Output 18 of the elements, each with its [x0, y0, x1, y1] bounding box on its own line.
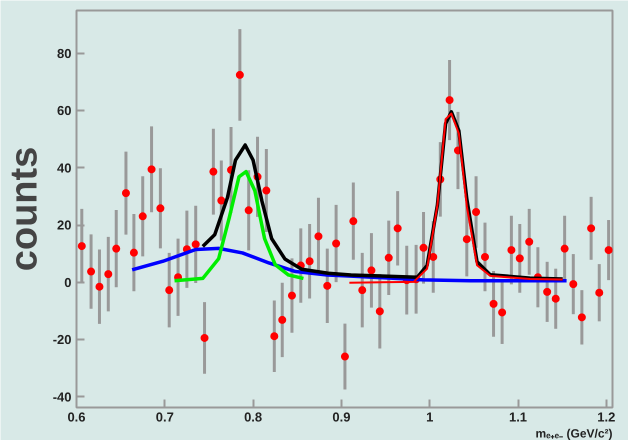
line-series	[348, 112, 564, 284]
x-tick-label: 0.9	[332, 410, 350, 424]
x-tick-label: 1.1	[508, 410, 528, 424]
y-tick-label: 0	[64, 274, 72, 290]
y-tick-label: 20	[57, 218, 72, 233]
y-tick-label: -20	[52, 332, 72, 348]
x-tick-label: 1	[426, 410, 434, 424]
y-tick-label: 80	[57, 46, 72, 61]
x-tick-label: 0.8	[244, 410, 262, 424]
y-tick-label: 60	[57, 103, 72, 118]
y-tick-label: 40	[57, 160, 72, 176]
x-axis-title: mₑ₊ₑ₋ (GeV/c²)	[535, 426, 613, 440]
line-series	[172, 170, 306, 282]
x-tick-label: 1.2	[597, 410, 616, 424]
y-axis-title: counts	[4, 146, 46, 272]
x-tick-label: 0.7	[156, 410, 174, 424]
x-tick-label: 0.6	[67, 410, 86, 424]
y-tick-label: -40	[52, 389, 72, 404]
